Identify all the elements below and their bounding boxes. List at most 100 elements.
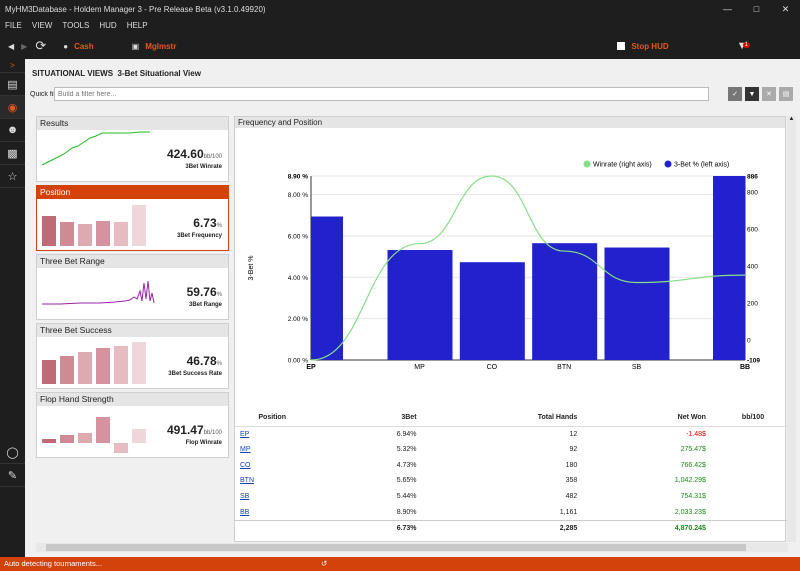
y-tick-label: 8.90 % (288, 174, 308, 181)
filter-input[interactable] (54, 87, 709, 101)
three-bet-range-card[interactable]: Three Bet Range 59.76% 3Bet Range (36, 254, 229, 320)
table-cell: 358 (565, 477, 578, 485)
position-link[interactable]: BB (240, 508, 250, 516)
subheading-text: 3-Bet Situational View (117, 69, 201, 78)
y2-tick-label: 400 (747, 263, 758, 270)
y2-tick-label: 886 (747, 174, 758, 181)
reports-icon[interactable]: ▤ (0, 73, 25, 96)
total-cell: 6.73% (315, 519, 423, 536)
replayer-icon[interactable]: ▩ (0, 142, 25, 165)
legend-3bet-label: 3-Bet % (left axis) (674, 162, 729, 169)
flop-hand-strength-card[interactable]: Flop Hand Strength 491.47bb/100 Flop Win… (36, 392, 229, 458)
horizontal-scrollbar[interactable] (36, 543, 788, 552)
player-profile-icon[interactable]: ☻ (0, 119, 25, 142)
minimize-button[interactable]: — (723, 4, 732, 14)
table-cell: 1,161 (559, 508, 578, 516)
main-area: SITUATIONAL VIEWS 3-Bet Situational View… (25, 59, 800, 557)
position-link[interactable]: CO (240, 461, 251, 469)
left-sidebar: > ▤ ◉ ☻ ▩ ☆ ◯ ✎ (0, 59, 25, 557)
position-bars (42, 205, 146, 246)
back-icon[interactable]: ◀ (8, 41, 15, 51)
table-cell (712, 457, 787, 473)
position-link[interactable]: EP (240, 430, 250, 438)
stop-hud-button[interactable]: Stop HUD (617, 42, 669, 51)
table-cell: 5.32% (396, 446, 417, 454)
y-tick-label: 8.00 % (288, 192, 308, 199)
legend-winrate-label: Winrate (right axis) (593, 162, 652, 169)
table-cell: 482 (565, 493, 578, 501)
player-button[interactable]: ▣ Mglmstr (132, 42, 177, 51)
table-row[interactable]: BB 8.90% 1,161 2,033.23$ (235, 504, 787, 520)
three-bet-success-card[interactable]: Three Bet Success 46.78% 3Bet Success Ra… (36, 323, 229, 389)
funnel-icon[interactable]: ▼ (745, 87, 759, 101)
y-tick-label: 6.00 % (288, 233, 308, 240)
position-link[interactable]: BTN (240, 477, 254, 485)
y-tick-label: 4.00 % (288, 275, 308, 282)
forward-icon[interactable]: ▶ (21, 41, 28, 51)
player-label: Mglmstr (145, 41, 177, 51)
refresh-icon[interactable]: ⟳ (35, 38, 47, 53)
y-tick-label: 0.00 % (288, 358, 308, 365)
card-label: 3Bet Frequency (176, 233, 222, 239)
bar-bb (713, 176, 745, 360)
table-cell: 12 (569, 430, 578, 438)
table-cell (712, 426, 787, 442)
table-row[interactable]: MP 5.32% 92 275.47$ (235, 442, 787, 458)
menu-tools[interactable]: TOOLS (62, 21, 90, 30)
results-card[interactable]: Results 424.60bb/100 3Bet Winrate (36, 116, 229, 182)
card-label: 3Bet Success Rate (168, 371, 222, 377)
table-row[interactable]: EP 6.94% 12 -1.48$ (235, 426, 787, 442)
menu-view[interactable]: VIEW (31, 21, 53, 30)
menu-bar: FILE VIEW TOOLS HUD HELP (0, 18, 800, 33)
panel-title: Frequency and Position (235, 117, 785, 128)
position-card[interactable]: Position 6.73% 3Bet Frequency (36, 185, 229, 251)
undo-icon[interactable]: ↺ (321, 559, 328, 568)
x-tick-label: BTN (557, 364, 571, 371)
maximize-button[interactable]: □ (753, 4, 760, 14)
card-value: 59.76% (186, 285, 222, 299)
expand-icon[interactable]: > (0, 59, 25, 73)
eye-icon[interactable]: ◉ (0, 96, 25, 119)
scroll-thumb[interactable] (46, 544, 746, 551)
table-cell: -1.48$ (686, 430, 706, 438)
total-cell: 2,285 (422, 519, 584, 536)
table-cell (712, 489, 787, 505)
position-link[interactable]: MP (240, 446, 251, 454)
notifications-button[interactable]: ▼ 1 (737, 40, 750, 52)
column-header[interactable]: Net Won (583, 410, 712, 427)
legend-3bet-swatch (664, 160, 672, 168)
table-row[interactable]: SB 5.44% 482 754.31$ (235, 489, 787, 505)
table-cell: 92 (569, 446, 578, 454)
table-cell: 1,042.29$ (674, 477, 706, 485)
menu-file[interactable]: FILE (5, 21, 22, 30)
card-title: Position (37, 186, 228, 199)
star-icon[interactable]: ☆ (0, 165, 25, 188)
column-header[interactable]: 3Bet (315, 410, 423, 427)
table-row[interactable]: BTN 5.65% 358 1,042.29$ (235, 473, 787, 489)
notes-icon[interactable]: ✎ (0, 464, 25, 487)
column-header[interactable]: bb/100 (711, 410, 787, 427)
clear-filter-icon[interactable]: ✕ (762, 87, 776, 101)
x-tick-label: SB (632, 364, 642, 371)
y-axis-label: 3-Bet % (248, 256, 255, 281)
save-filter-icon[interactable]: ▤ (779, 87, 793, 101)
apply-filter-icon[interactable]: ✓ (728, 87, 742, 101)
scroll-up-icon[interactable]: ▲ (788, 116, 795, 122)
chat-icon[interactable]: ◯ (0, 441, 25, 464)
total-cell: 4,870.24$ (583, 519, 712, 536)
menu-hud[interactable]: HUD (99, 21, 117, 30)
position-link[interactable]: SB (240, 493, 250, 501)
table-cell (712, 473, 787, 489)
vertical-scrollbar[interactable]: ▲ (787, 116, 796, 542)
menu-help[interactable]: HELP (126, 21, 148, 30)
table-cell: 2,033.23$ (674, 508, 706, 516)
column-header[interactable]: Total Hands (422, 410, 584, 427)
hud-checkbox[interactable] (617, 42, 626, 50)
table-cell: 275.47$ (680, 446, 706, 454)
close-button[interactable]: ✕ (781, 3, 790, 14)
column-header[interactable]: Position (235, 410, 316, 427)
x-tick-label: EP (306, 364, 316, 371)
winrate-line (310, 175, 746, 361)
cash-button[interactable]: ● Cash (63, 42, 93, 51)
table-row[interactable]: CO 4.73% 180 766.42$ (235, 457, 787, 473)
